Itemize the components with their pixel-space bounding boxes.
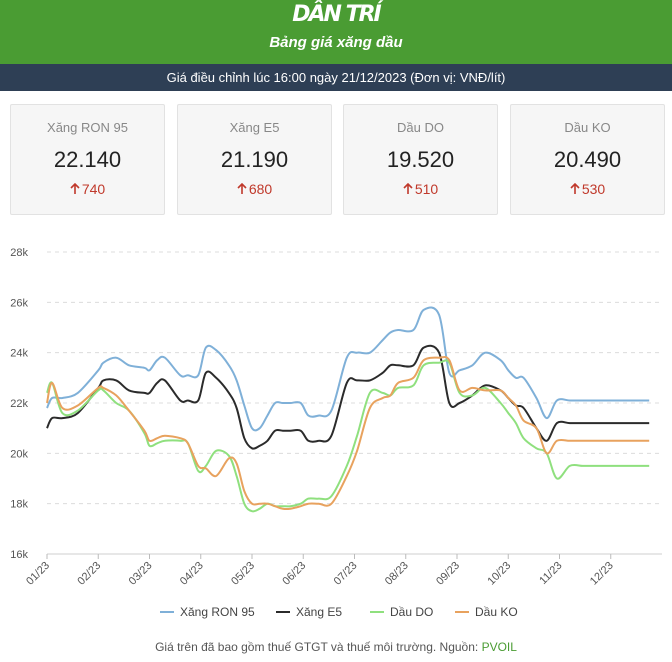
card-name: Dầu DO	[397, 120, 444, 135]
price-card-ko: Dầu KO 20.490 530	[510, 104, 665, 215]
y-tick-label: 16k	[10, 549, 28, 561]
x-tick-label: 06/23	[280, 560, 308, 588]
x-tick-label: 11/23	[537, 560, 564, 587]
x-tick-label: 04/23	[178, 560, 206, 588]
card-price: 19.520	[386, 147, 455, 172]
price-card-ron95: Xăng RON 95 22.140 740	[10, 104, 165, 215]
card-change-value: 530	[581, 181, 606, 197]
card-name: Xăng RON 95	[47, 120, 128, 135]
legend-label: Xăng E5	[296, 605, 342, 619]
x-tick-label: 07/23	[332, 560, 360, 588]
card-change-value: 510	[414, 181, 439, 197]
card-change-value: 680	[248, 181, 273, 197]
y-tick-label: 18k	[10, 499, 28, 511]
series-line-2	[46, 344, 650, 450]
card-change: 510	[344, 181, 497, 197]
legend-label: Xăng RON 95	[180, 605, 255, 619]
x-tick-label: 05/23	[229, 560, 257, 588]
source-link[interactable]: PVOIL	[481, 640, 517, 654]
card-change: 680	[178, 181, 331, 197]
header-banner: DÂN TRÍ Bảng giá xăng dầu	[0, 0, 672, 64]
notice-bar: Giá điều chỉnh lúc 16:00 ngày 21/12/2023…	[0, 64, 672, 91]
card-price: 22.140	[53, 147, 122, 172]
card-change: 740	[11, 181, 164, 197]
price-line-chart: 16k 18k 20k 22k 24k 26k 28k 01/23 02/23 03/23 04/2…	[10, 247, 662, 619]
x-tick-label: 10/23	[485, 560, 513, 588]
arrow-up-icon	[403, 182, 413, 194]
x-tick-label: 01/23	[24, 560, 52, 588]
y-tick-label: 26k	[10, 297, 28, 309]
page-title: Bảng giá xăng dầu	[269, 34, 403, 51]
x-tick-label: 12/23	[588, 560, 616, 588]
legend-label: Dầu KO	[475, 605, 518, 619]
x-tick-label: 02/23	[75, 560, 103, 588]
price-card-e5: Xăng E5 21.190 680	[177, 104, 332, 215]
notice-text: Giá điều chỉnh lúc 16:00 ngày 21/12/2023…	[166, 70, 506, 85]
logo[interactable]: DÂN TRÍ	[292, 2, 382, 27]
arrow-up-icon	[570, 182, 580, 194]
arrow-up-icon	[237, 182, 247, 194]
x-tick-label: 03/23	[127, 560, 155, 588]
card-change: 530	[511, 181, 664, 197]
card-name: Dầu KO	[564, 120, 611, 135]
footer-note: Giá trên đã bao gồm thuế GTGT và thuế mô…	[0, 640, 672, 654]
card-price: 20.490	[553, 147, 622, 172]
series-line-1	[46, 306, 650, 432]
card-name: Xăng E5	[229, 120, 280, 135]
y-tick-label: 20k	[10, 448, 28, 460]
y-tick-label: 22k	[10, 398, 28, 410]
series-line-3	[46, 359, 650, 513]
x-tick-label: 08/23	[383, 560, 411, 588]
y-tick-label: 24k	[10, 348, 28, 360]
card-change-value: 740	[81, 181, 106, 197]
x-tick-label: 09/23	[434, 560, 462, 588]
card-price: 21.190	[220, 147, 289, 172]
price-card-do: Dầu DO 19.520 510	[343, 104, 498, 215]
y-tick-label: 28k	[10, 247, 28, 259]
arrow-up-icon	[70, 182, 80, 194]
footer-text: Giá trên đã bao gồm thuế GTGT và thuế mô…	[155, 640, 482, 654]
legend-label: Dầu DO	[390, 605, 433, 619]
series-line-4	[46, 355, 650, 510]
